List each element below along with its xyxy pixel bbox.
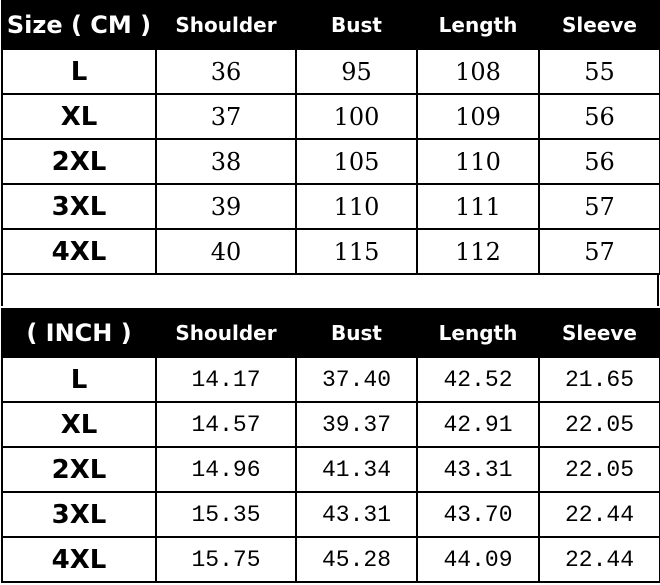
table-row: XL 14.57 39.37 42.91 22.05: [1, 401, 660, 448]
cell-length: 112: [416, 228, 540, 275]
cell-shoulder: 36: [155, 48, 297, 95]
cell-bust: 37.40: [295, 356, 418, 403]
cell-length: 43.31: [416, 446, 540, 493]
header-bust: Bust: [295, 308, 418, 358]
table-row: 2XL 38 105 110 56: [1, 138, 660, 185]
table-row: XL 37 100 109 56: [1, 93, 660, 140]
cell-length: 42.91: [416, 401, 540, 448]
cell-size: 3XL: [1, 183, 157, 230]
table-row: 2XL 14.96 41.34 43.31 22.05: [1, 446, 660, 493]
cell-bust: 110: [295, 183, 418, 230]
cell-shoulder: 15.75: [155, 536, 297, 583]
cell-length: 42.52: [416, 356, 540, 403]
cell-length: 110: [416, 138, 540, 185]
spacer-row: [1, 273, 659, 306]
cell-length: 111: [416, 183, 540, 230]
cell-sleeve: 22.44: [538, 536, 660, 583]
cell-length: 108: [416, 48, 540, 95]
inch-size-table: ( INCH ) Shoulder Bust Length Sleeve L 14…: [1, 308, 660, 583]
header-shoulder: Shoulder: [155, 0, 297, 50]
cell-bust: 115: [295, 228, 418, 275]
cell-sleeve: 22.05: [538, 401, 660, 448]
cell-bust: 39.37: [295, 401, 418, 448]
cell-sleeve: 55: [538, 48, 660, 95]
cell-sleeve: 57: [538, 183, 660, 230]
header-length: Length: [416, 0, 540, 50]
cell-size: XL: [1, 401, 157, 448]
table-row: 3XL 39 110 111 57: [1, 183, 660, 230]
cell-sleeve: 56: [538, 93, 660, 140]
cell-size: 4XL: [1, 228, 157, 275]
cell-shoulder: 15.35: [155, 491, 297, 538]
table-row: 4XL 15.75 45.28 44.09 22.44: [1, 536, 660, 583]
header-sleeve: Sleeve: [538, 0, 660, 50]
cell-shoulder: 39: [155, 183, 297, 230]
cell-sleeve: 22.05: [538, 446, 660, 493]
cell-length: 44.09: [416, 536, 540, 583]
cell-size: 2XL: [1, 446, 157, 493]
header-bust: Bust: [295, 0, 418, 50]
cell-bust: 105: [295, 138, 418, 185]
cell-sleeve: 22.44: [538, 491, 660, 538]
table-row: L 36 95 108 55: [1, 48, 660, 95]
cell-shoulder: 37: [155, 93, 297, 140]
cell-size: 2XL: [1, 138, 157, 185]
cell-bust: 41.34: [295, 446, 418, 493]
header-length: Length: [416, 308, 540, 358]
table-row: L 14.17 37.40 42.52 21.65: [1, 356, 660, 403]
cell-shoulder: 40: [155, 228, 297, 275]
cell-size: L: [1, 356, 157, 403]
cell-shoulder: 14.57: [155, 401, 297, 448]
cell-shoulder: 38: [155, 138, 297, 185]
cell-length: 43.70: [416, 491, 540, 538]
cell-bust: 95: [295, 48, 418, 95]
cm-size-table: Size ( CM ) Shoulder Bust Length Sleeve …: [1, 0, 660, 275]
cell-bust: 100: [295, 93, 418, 140]
header-row: Size ( CM ) Shoulder Bust Length Sleeve: [1, 0, 660, 50]
cell-size: 4XL: [1, 536, 157, 583]
cell-shoulder: 14.96: [155, 446, 297, 493]
cell-size: 3XL: [1, 491, 157, 538]
cell-sleeve: 56: [538, 138, 660, 185]
cell-bust: 43.31: [295, 491, 418, 538]
table-row: 4XL 40 115 112 57: [1, 228, 660, 275]
table-row: 3XL 15.35 43.31 43.70 22.44: [1, 491, 660, 538]
header-row: ( INCH ) Shoulder Bust Length Sleeve: [1, 308, 660, 358]
header-sleeve: Sleeve: [538, 308, 660, 358]
header-shoulder: Shoulder: [155, 308, 297, 358]
cell-size: L: [1, 48, 157, 95]
cell-sleeve: 21.65: [538, 356, 660, 403]
header-size: ( INCH ): [1, 308, 157, 358]
cell-sleeve: 57: [538, 228, 660, 275]
header-size: Size ( CM ): [1, 0, 157, 50]
cell-bust: 45.28: [295, 536, 418, 583]
cell-shoulder: 14.17: [155, 356, 297, 403]
cell-length: 109: [416, 93, 540, 140]
cell-size: XL: [1, 93, 157, 140]
